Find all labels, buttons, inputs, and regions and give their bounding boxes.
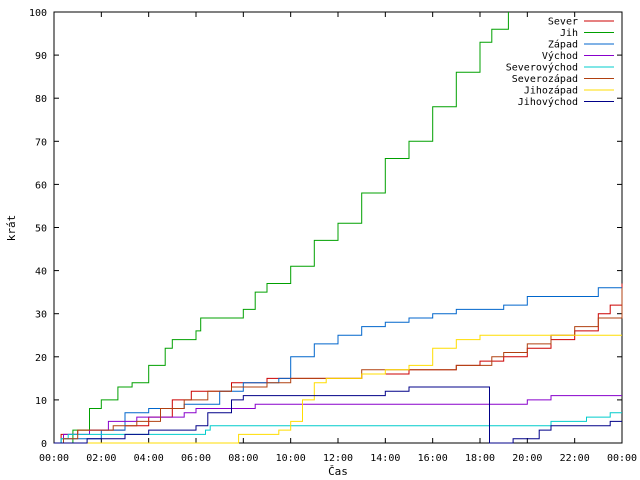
x-tick-label: 02:00 bbox=[86, 453, 116, 464]
legend: SeverJihZápadVýchodSeverovýchodSeverozáp… bbox=[506, 17, 614, 108]
x-axis-label: Čas bbox=[328, 465, 348, 478]
series-line-3 bbox=[54, 395, 622, 444]
series-line-5 bbox=[54, 287, 623, 444]
x-tick-label: 20:00 bbox=[512, 453, 542, 464]
legend-label: Severovýchod bbox=[506, 62, 578, 74]
x-axis-ticks: 00:00 02:00 04:00 06:00 08:00 10:00 12:00 14:00… bbox=[39, 453, 637, 464]
legend-label: Sever bbox=[548, 17, 578, 28]
series-lines bbox=[54, 12, 623, 444]
legend-label: Západ bbox=[548, 39, 578, 51]
series-line-2 bbox=[54, 287, 622, 444]
x-tick-label: 16:00 bbox=[418, 453, 448, 464]
y-tick-label: 30 bbox=[35, 310, 47, 321]
legend-label: Severozápad bbox=[512, 73, 578, 85]
x-tick-label: 00:00 bbox=[607, 453, 637, 464]
legend-label: Východ bbox=[542, 50, 578, 62]
y-tick-label: 0 bbox=[41, 439, 47, 450]
y-tick-label: 60 bbox=[35, 180, 47, 191]
legend-label: Jihozápad bbox=[524, 85, 578, 97]
y-tick-label: 70 bbox=[35, 137, 47, 148]
x-tick-label: 12:00 bbox=[323, 453, 353, 464]
y-tick-label: 90 bbox=[35, 51, 47, 62]
x-tick-label: 22:00 bbox=[560, 453, 590, 464]
y-tick-label: 10 bbox=[35, 396, 47, 407]
tick-marks bbox=[53, 11, 623, 444]
y-tick-label: 50 bbox=[35, 224, 47, 235]
legend-label: Jihovýchod bbox=[518, 96, 578, 108]
x-tick-label: 10:00 bbox=[276, 453, 306, 464]
legend-label: Jih bbox=[560, 28, 578, 39]
x-tick-label: 18:00 bbox=[465, 453, 495, 464]
y-axis-ticks: 0 10 20 30 40 50 60 70 80 90 100 bbox=[29, 8, 47, 450]
x-tick-label: 06:00 bbox=[181, 453, 211, 464]
y-axis-label: krát bbox=[5, 215, 18, 242]
y-tick-label: 100 bbox=[29, 8, 47, 19]
x-tick-label: 04:00 bbox=[134, 453, 164, 464]
x-tick-label: 14:00 bbox=[370, 453, 400, 464]
series-line-6 bbox=[54, 334, 622, 444]
series-line-1 bbox=[54, 12, 509, 444]
y-tick-label: 80 bbox=[35, 94, 47, 105]
series-line-0 bbox=[54, 283, 623, 444]
y-tick-label: 20 bbox=[35, 353, 47, 364]
x-tick-label: 00:00 bbox=[39, 453, 69, 464]
x-tick-label: 08:00 bbox=[228, 453, 258, 464]
y-tick-label: 40 bbox=[35, 267, 47, 278]
series-line-7 bbox=[54, 386, 622, 444]
